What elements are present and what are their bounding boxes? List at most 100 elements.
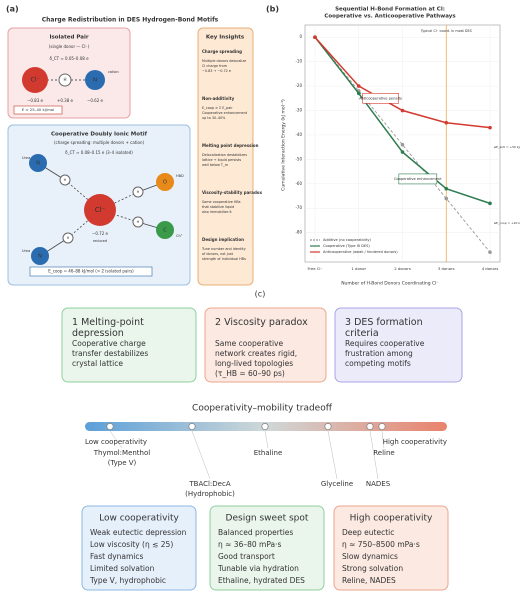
panel-label: (b)	[266, 5, 279, 14]
regime-card	[81, 505, 197, 591]
insight-heading: Design implication	[202, 237, 244, 242]
box-subtitle: (charge spreading: multiple donors + cat…	[54, 140, 145, 145]
charge: −0.83 e	[27, 98, 44, 103]
chart-title: Sequential H-Bond Formation at Cl:	[335, 7, 445, 13]
atom	[22, 67, 48, 93]
point	[356, 91, 361, 96]
x-tick-label: 4 donors	[482, 266, 499, 271]
insight-body: Cl charge from	[202, 64, 228, 68]
system-label: NADES	[366, 480, 391, 488]
insight-body: −0.83 → −0.72 e	[202, 69, 231, 73]
system-marker	[106, 422, 114, 431]
annotation: ΔE_anti ≈ +50 kJ/mol	[494, 145, 520, 149]
system-label: Thymol:Menthol	[93, 449, 151, 457]
card-body: transfer destabilizes	[72, 349, 148, 358]
point	[400, 150, 405, 154]
card-body: Balanced properties	[218, 528, 293, 537]
box-subtitle: (single donor — Cl⁻)	[49, 44, 90, 49]
system-marker	[188, 422, 196, 431]
insight-heading: Melting point depression	[202, 143, 259, 148]
y-tick-label: -60	[295, 181, 302, 186]
point	[488, 201, 492, 206]
card-body: Low viscosity (η ≲ 25)	[90, 540, 173, 549]
insight-card	[204, 307, 327, 383]
card-body: Strong solvation	[342, 564, 403, 573]
atom-label: C	[163, 228, 167, 234]
insight-heading: Non-additivity	[202, 96, 235, 101]
atom-label: O	[163, 180, 167, 186]
system-label: TBACl:DecA	[188, 480, 230, 488]
annotation: Cooperative enhancement	[394, 177, 442, 181]
point	[444, 196, 449, 201]
y-tick-label: -10	[295, 59, 302, 64]
insight-card	[61, 307, 197, 383]
isolated-box	[7, 27, 131, 119]
insight-body: Same cooperative HBs	[202, 200, 241, 204]
y-tick-label: -30	[295, 108, 302, 113]
ct-label: δ_CT ≈ 0.05–0.08 e	[49, 56, 89, 61]
atom-label: N	[36, 161, 40, 167]
annotation: Anticooperative penalty	[359, 96, 403, 100]
system-label: Glyceline	[321, 480, 353, 488]
x-tick-label: 2 donors	[394, 266, 411, 271]
x-tick-label: Free Cl⁻	[308, 266, 323, 271]
leader-line	[369, 430, 379, 480]
insight-heading: Charge spreading	[202, 49, 242, 54]
donor-label: HBD	[176, 174, 184, 178]
card-body: Fast dynamics	[90, 552, 144, 561]
card-title: 2 Viscosity paradox	[215, 317, 308, 328]
y-tick-label: -70	[295, 205, 302, 210]
insight-body: of donors, not just	[202, 252, 234, 256]
atom	[85, 70, 105, 90]
card-body: network creates rigid,	[215, 349, 297, 358]
insight-body: well below T_m	[202, 163, 229, 167]
atom-label: H	[67, 236, 70, 240]
card-body: competing motifs	[345, 359, 411, 368]
donor-label: Urea	[22, 156, 30, 160]
point	[444, 186, 449, 191]
point	[488, 250, 492, 255]
point	[488, 125, 492, 130]
atom-label: H	[137, 190, 140, 194]
card-body: Tunable via hydration	[217, 564, 299, 573]
card-body: Slow dynamics	[342, 552, 398, 561]
atom	[84, 194, 116, 226]
point	[313, 35, 317, 40]
legend-label: Additive (no cooperativity)	[323, 238, 371, 242]
leader-line	[191, 430, 211, 480]
card-title: 1 Melting-point depression	[72, 317, 144, 339]
chart-subtitle: Cooperative vs. Anticooperative Pathways	[324, 14, 456, 20]
insight-body: Tune number and identity	[201, 247, 246, 251]
panel-label: (a)	[6, 5, 19, 14]
insight-body: lattice → liquid persists	[202, 158, 241, 162]
insight-body: up to 30–40%	[202, 116, 226, 120]
card-body: (τ_HB = 60–90 ps)	[215, 369, 285, 378]
charge: −0.72 e	[92, 231, 109, 236]
card-body: Good transport	[218, 552, 275, 561]
system-marker	[366, 422, 374, 431]
y-tick-label: -20	[295, 83, 302, 88]
atom-label: N	[93, 78, 97, 84]
regime-card	[209, 505, 325, 591]
energy-label: E ≈ 25–40 kJ/mol	[22, 107, 54, 112]
insight-body: Cooperative enhancement	[202, 111, 248, 115]
insight-body: also immobilize it	[202, 210, 232, 214]
regime-card	[333, 505, 449, 591]
box-title: Isolated Pair	[49, 35, 88, 41]
legend-label: Anticooperative (weak / hindered donors)	[323, 250, 398, 254]
y-tick-label: -80	[295, 230, 302, 235]
annotation: Typical Cl⁻ coord. in most DES	[420, 29, 472, 33]
point	[400, 142, 405, 147]
card-body: Weak eutectic depression	[90, 528, 187, 537]
card-body: Cooperative charge	[72, 339, 146, 348]
system-note: (Type V)	[108, 459, 137, 467]
note: reduced	[93, 239, 107, 243]
insight-body: E_coop ≠ Σ E_pair	[202, 106, 233, 110]
insights-box	[197, 27, 254, 286]
atom-label: H	[63, 77, 66, 82]
system-note: (Hydrophobic)	[185, 490, 235, 498]
atom-label: Cl⁻	[95, 206, 106, 214]
system-marker	[324, 422, 332, 431]
insight-body: Multiple donors delocalize	[202, 59, 246, 63]
atom-label: N	[38, 254, 42, 260]
